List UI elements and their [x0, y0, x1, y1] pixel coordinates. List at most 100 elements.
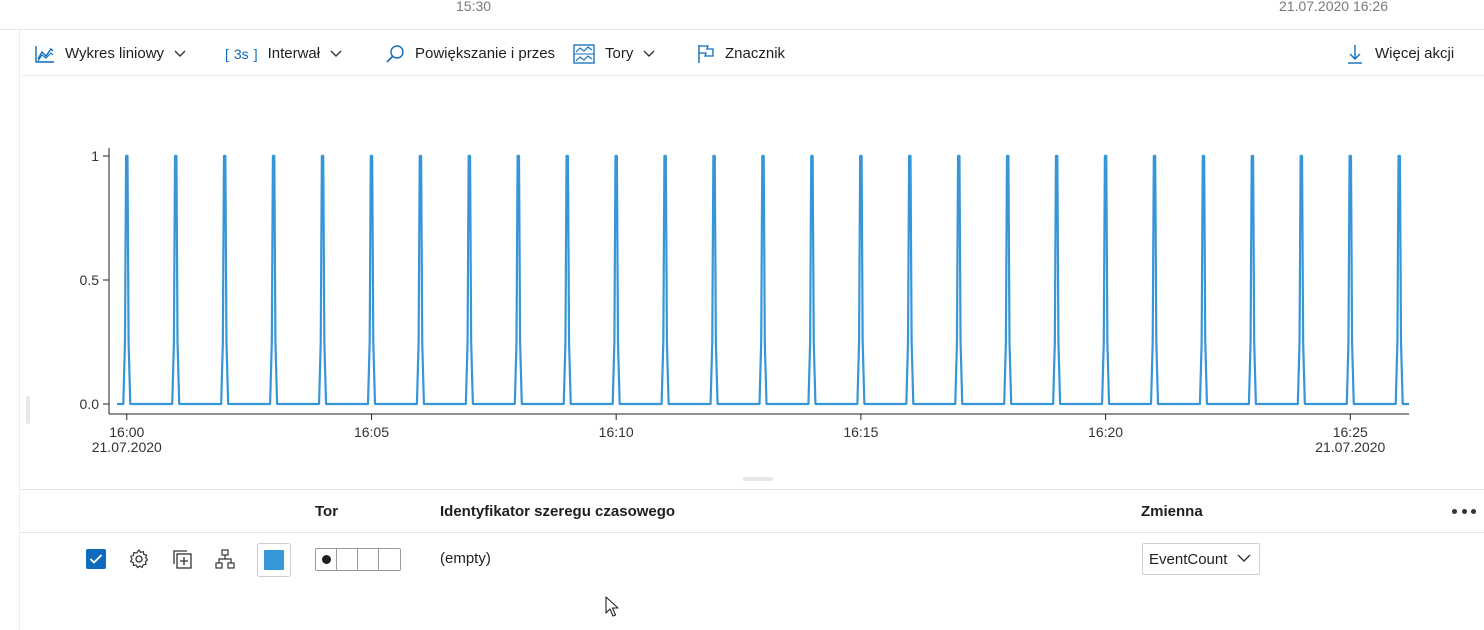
interval-label: Interwał	[267, 45, 321, 62]
checkmark-icon	[89, 554, 103, 564]
hierarchy-button[interactable]	[214, 548, 236, 570]
download-icon	[1348, 44, 1362, 64]
data-point	[957, 154, 960, 158]
data-point	[712, 154, 716, 158]
header-variable: Zmienna	[1141, 503, 1203, 520]
data-point	[1251, 154, 1254, 158]
color-swatch	[264, 550, 284, 570]
table-row: (empty) EventCount	[20, 534, 1484, 586]
x-tick-label: 16:05	[354, 424, 389, 440]
zoom-pan-button[interactable]: Powiększanie i przesu	[385, 31, 555, 76]
copy-add-icon	[173, 550, 192, 569]
lane-option-4[interactable]	[379, 549, 400, 570]
marker-label: Znacznik	[725, 45, 786, 62]
x-tick-label: 16:25	[1333, 424, 1368, 440]
marker-button[interactable]: Znacznik	[697, 31, 785, 76]
lanes-chart-icon	[573, 43, 595, 64]
data-point	[1349, 154, 1352, 158]
x-tick-label: 16:15	[843, 424, 878, 440]
data-point	[174, 154, 177, 158]
chart-type-label: Wykres liniowy	[65, 45, 165, 62]
data-point	[125, 154, 128, 158]
ellipsis-dot	[1452, 508, 1457, 514]
interval-bracket-open: [	[225, 45, 229, 62]
y-tick-label: 0.5	[80, 272, 100, 288]
data-point	[908, 154, 912, 158]
data-point	[1055, 154, 1058, 158]
variable-value: EventCount	[1149, 550, 1228, 568]
data-point	[1153, 154, 1156, 158]
zoom-pan-label: Powiększanie i przesu	[415, 45, 555, 62]
chart-toolbar: Wykres liniowy [ 3s ] Interwał Powiększa…	[21, 31, 1484, 76]
lane-selector[interactable]	[315, 548, 401, 571]
chevron-down-icon	[330, 50, 342, 57]
series-grid-header: Tor Identyfikator szeregu czasowego Zmie…	[20, 489, 1484, 533]
data-point	[1104, 154, 1107, 158]
variable-dropdown[interactable]: EventCount	[1142, 543, 1260, 575]
panel-splitter[interactable]	[743, 477, 773, 481]
data-point	[810, 154, 814, 158]
range-end-datetime: 21.07.2020 16:26	[1279, 0, 1388, 14]
data-point	[761, 154, 765, 158]
x-tick-label: 16:10	[599, 424, 634, 440]
data-point	[1398, 154, 1401, 158]
more-actions-button[interactable]: Więcej akcji	[1347, 31, 1454, 76]
line-chart[interactable]: 1 0.5 0.0 16:00 21.07.2020 16:05 16:10 16:15 16:…	[20, 76, 1484, 476]
chevron-down-icon	[1237, 554, 1251, 562]
interval-dropdown[interactable]: [ 3s ] Interwał	[225, 31, 342, 76]
lane-option-2[interactable]	[337, 549, 358, 570]
chevron-down-icon	[643, 50, 655, 57]
data-point	[859, 154, 863, 158]
y-tick-label: 0.0	[80, 396, 100, 412]
left-rail	[0, 30, 30, 630]
mouse-cursor-icon	[605, 596, 619, 617]
data-point	[517, 154, 520, 158]
lane-option-1[interactable]	[316, 549, 337, 570]
series-line	[117, 154, 1409, 406]
data-point	[663, 154, 667, 158]
ellipsis-dot	[1471, 508, 1476, 514]
x-tick-sublabel: 21.07.2020	[1315, 439, 1385, 455]
interval-bracket-close: ]	[253, 45, 258, 62]
lanes-dropdown[interactable]: Tory	[573, 31, 655, 76]
more-options-button[interactable]	[1452, 503, 1476, 519]
data-point	[468, 154, 471, 158]
data-point	[321, 154, 324, 158]
gear-icon	[130, 549, 149, 569]
settings-button[interactable]	[128, 548, 150, 570]
hierarchy-icon	[215, 549, 235, 569]
rail-drag-handle[interactable]	[26, 396, 30, 424]
range-start-time: 15:30	[456, 0, 492, 14]
data-point	[1300, 154, 1303, 158]
header-ts-id: Identyfikator szeregu czasowego	[440, 503, 676, 520]
more-actions-label: Więcej akcji	[1375, 45, 1455, 62]
data-point	[370, 154, 373, 158]
series-visible-checkbox[interactable]	[86, 549, 106, 569]
lanes-label: Tory	[605, 45, 634, 62]
data-point	[1202, 154, 1205, 158]
series-color-picker[interactable]	[257, 543, 291, 577]
chart-type-dropdown[interactable]: Wykres liniowy	[35, 31, 186, 76]
data-point	[614, 154, 618, 158]
data-point	[1006, 154, 1009, 158]
data-point	[419, 154, 422, 158]
chevron-down-icon	[174, 50, 186, 57]
data-point	[223, 154, 226, 158]
data-point	[272, 154, 275, 158]
lane-active-dot	[321, 555, 331, 564]
search-icon	[386, 44, 404, 63]
duplicate-button[interactable]	[171, 548, 193, 570]
data-point	[566, 154, 569, 158]
lane-option-3[interactable]	[358, 549, 379, 570]
header-lane: Tor	[315, 503, 339, 520]
x-tick-label: 16:00	[109, 424, 144, 440]
interval-value: 3s	[233, 45, 249, 62]
x-tick-sublabel: 21.07.2020	[92, 439, 162, 455]
ts-id-value: (empty)	[440, 550, 491, 567]
y-tick-label: 1	[91, 148, 99, 164]
ellipsis-dot	[1461, 508, 1467, 514]
x-tick-label: 16:20	[1088, 424, 1123, 440]
time-range-strip: 15:30 21.07.2020 16:26	[0, 0, 1484, 30]
line-chart-icon	[35, 45, 54, 63]
